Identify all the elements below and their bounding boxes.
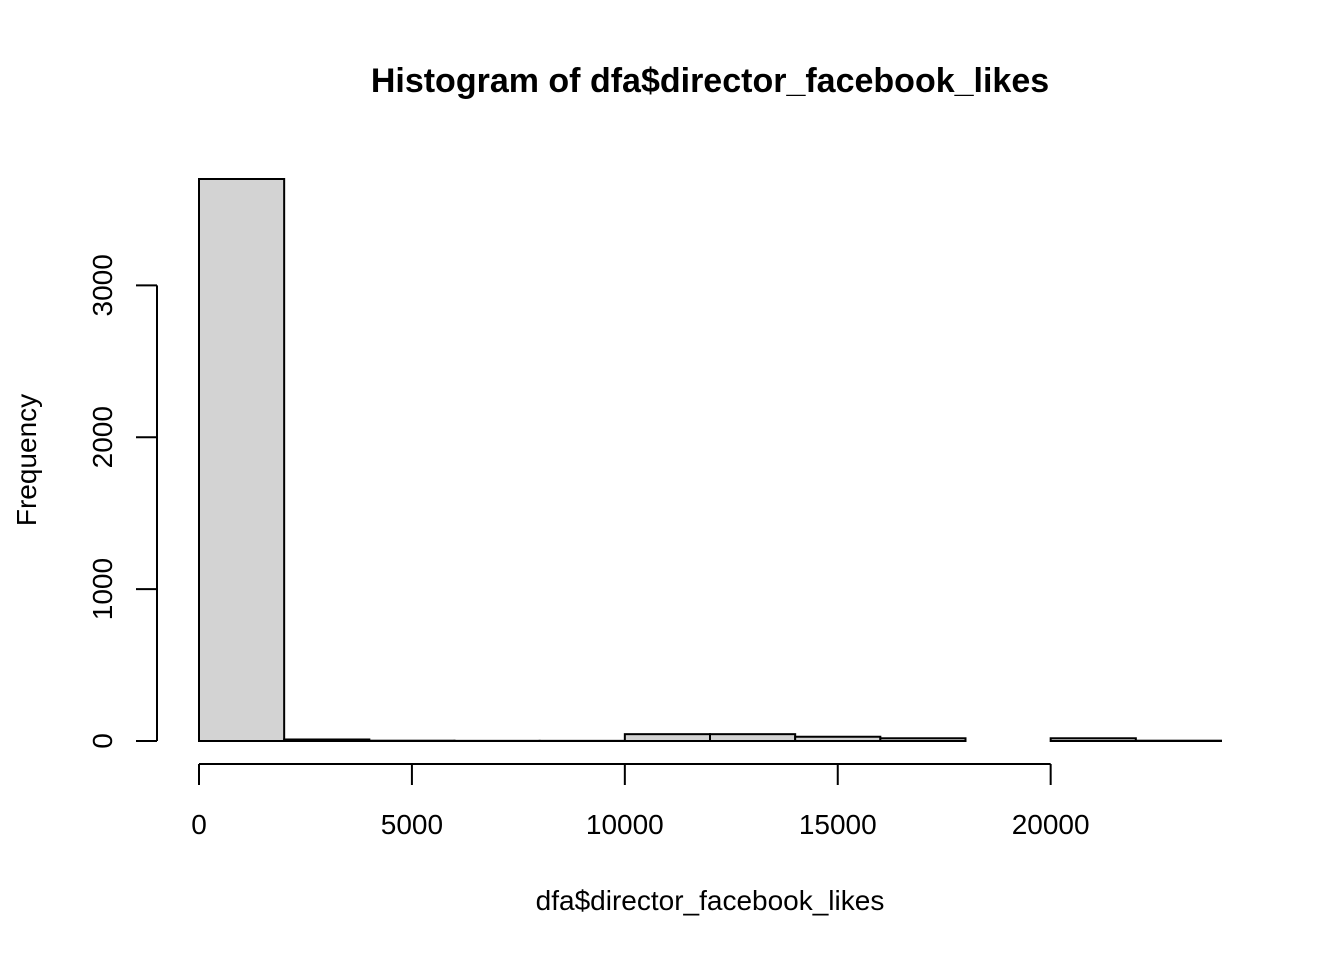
x-axis-label: dfa$director_facebook_likes <box>536 885 885 916</box>
y-axis: 0 1000 2000 3000 <box>87 254 158 749</box>
x-tick-label-1: 5000 <box>381 809 443 840</box>
histogram-bar-5 <box>623 733 711 742</box>
x-tick-label-2: 10000 <box>586 809 664 840</box>
bars-group <box>198 178 1223 743</box>
x-axis: 0 5000 10000 15000 20000 <box>191 763 1090 840</box>
x-tick-label-4: 20000 <box>1012 809 1090 840</box>
chart-title: Histogram of dfa$director_facebook_likes <box>371 62 1049 100</box>
histogram-bar-1 <box>283 738 371 742</box>
y-axis-label: Frequency <box>11 394 42 526</box>
histogram-bar-8 <box>879 737 967 742</box>
y-tick-label-0: 0 <box>87 733 118 749</box>
y-tick-label-2: 2000 <box>87 406 118 468</box>
histogram-bar-6 <box>709 733 797 742</box>
x-tick-label-3: 15000 <box>799 809 877 840</box>
histogram-bar-0 <box>198 178 286 742</box>
y-tick-label-3: 3000 <box>87 254 118 316</box>
y-tick-label-1: 1000 <box>87 558 118 620</box>
histogram-bar-7 <box>794 735 882 742</box>
histogram-bar-10 <box>1049 737 1137 742</box>
x-tick-label-0: 0 <box>191 809 207 840</box>
